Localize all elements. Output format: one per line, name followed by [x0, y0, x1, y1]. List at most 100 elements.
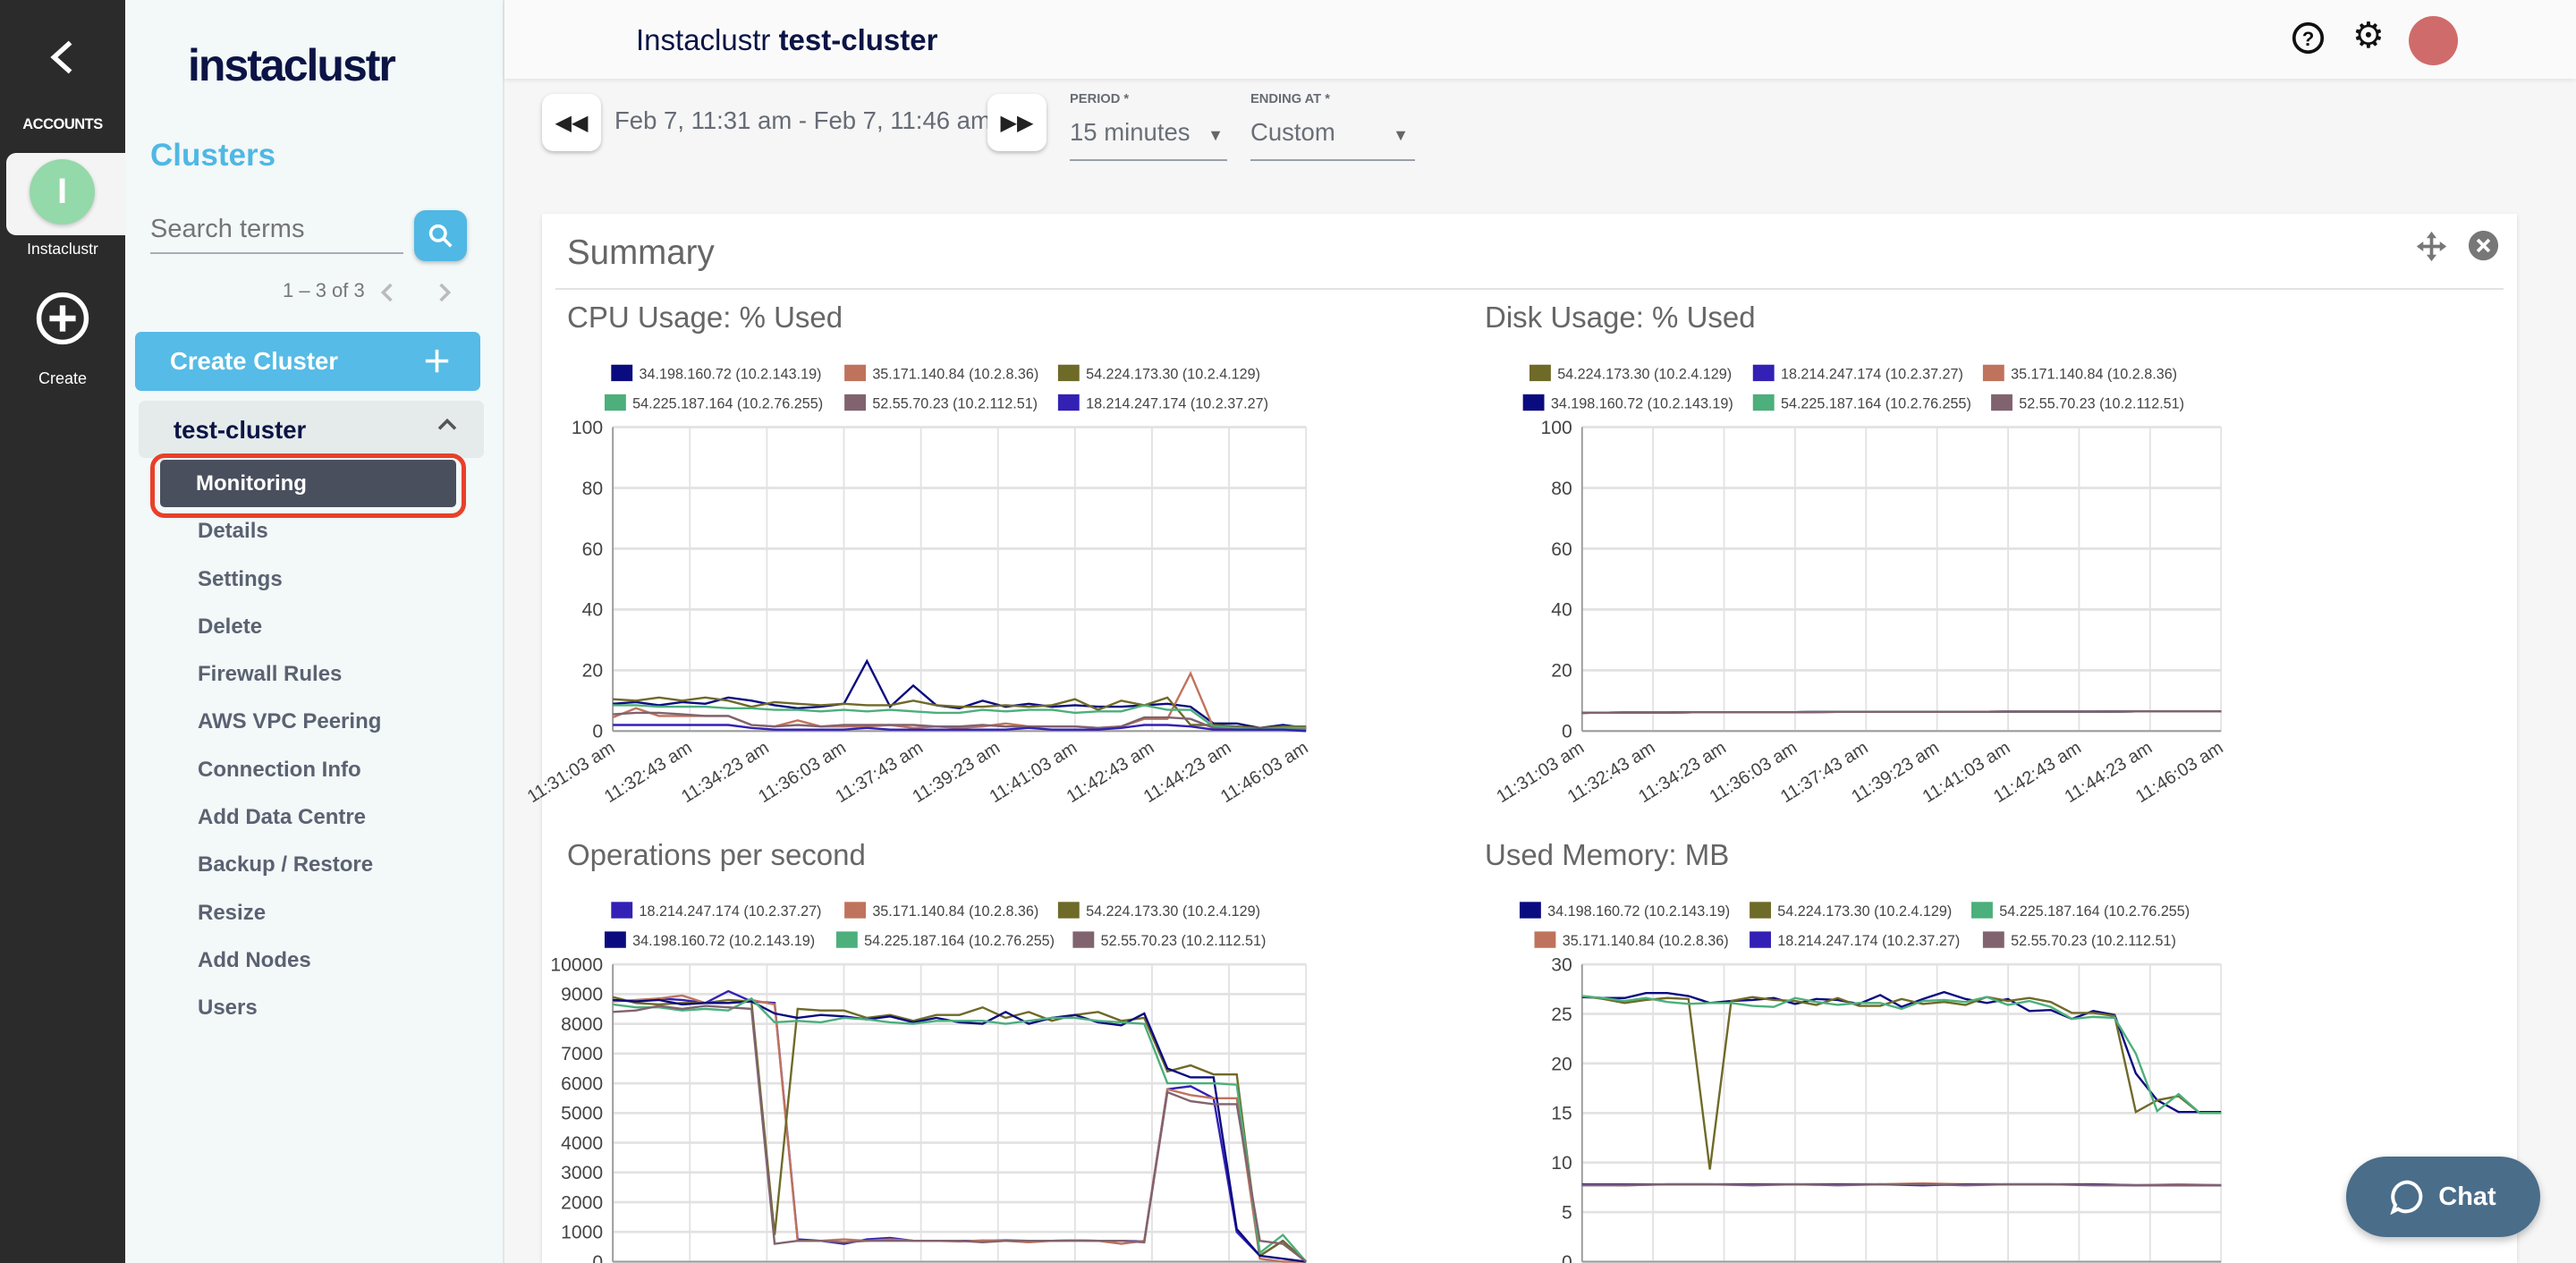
legend-item[interactable]: 54.224.173.30 (10.2.4.129): [1750, 902, 1952, 920]
legend-swatch: [1982, 364, 2004, 382]
sidebar-item-connection-info[interactable]: Connection Info: [198, 758, 361, 782]
search-input[interactable]: [150, 207, 403, 254]
legend-item[interactable]: 34.198.160.72 (10.2.143.19): [1522, 394, 1733, 412]
legend-item[interactable]: 34.198.160.72 (10.2.143.19): [1519, 902, 1730, 920]
create-label[interactable]: Create: [38, 369, 88, 387]
create-cluster-button[interactable]: Create Cluster: [135, 332, 480, 391]
sidebar-item-settings[interactable]: Settings: [198, 567, 283, 591]
account-tile[interactable]: I: [6, 153, 125, 235]
y-tick-label: 8000: [561, 1014, 603, 1035]
legend-item[interactable]: 18.214.247.174 (10.2.37.27): [1057, 394, 1268, 412]
legend-label: 18.214.247.174 (10.2.37.27): [1777, 933, 1960, 949]
legend-swatch: [1057, 394, 1080, 411]
help-icon[interactable]: ?: [2292, 21, 2325, 55]
sidebar-item-delete[interactable]: Delete: [198, 615, 263, 639]
previous-period-button[interactable]: ◀◀: [542, 94, 601, 151]
legend-swatch: [1057, 364, 1080, 382]
y-tick-label: 3000: [561, 1163, 603, 1183]
sidebar-item-firewall-rules[interactable]: Firewall Rules: [198, 662, 343, 686]
chevron-up-icon[interactable]: [436, 416, 459, 432]
legend-swatch: [1752, 364, 1775, 382]
legend-item[interactable]: 54.225.187.164 (10.2.76.255): [604, 394, 823, 412]
legend-label: 54.224.173.30 (10.2.4.129): [1557, 366, 1732, 382]
close-icon[interactable]: [2468, 230, 2499, 261]
pagination-text: 1 – 3 of 3: [283, 279, 365, 301]
legend-item[interactable]: 52.55.70.23 (10.2.112.51): [1982, 931, 2176, 949]
legend-item[interactable]: 18.214.247.174 (10.2.37.27): [1750, 931, 1960, 949]
next-period-button[interactable]: ▶▶: [987, 94, 1046, 151]
legend-item[interactable]: 54.224.173.30 (10.2.4.129): [1529, 364, 1732, 383]
fast-forward-icon: ▶▶: [1000, 110, 1034, 135]
memory-chart-title: Used Memory: MB: [1485, 838, 1730, 871]
back-chevron-icon[interactable]: [47, 39, 77, 75]
ops-chart-title: Operations per second: [567, 838, 866, 871]
cluster-sidebar: instaclustr Clusters 1 – 3 of 3 Create C…: [125, 0, 504, 1263]
sidebar-item-add-nodes[interactable]: Add Nodes: [198, 948, 311, 972]
legend-item[interactable]: 54.224.173.30 (10.2.4.129): [1057, 364, 1260, 383]
legend-swatch: [1750, 931, 1771, 948]
sidebar-item-aws-vpc-peering[interactable]: AWS VPC Peering: [198, 709, 382, 733]
page-title: Instaclustr test-cluster: [636, 23, 937, 57]
chat-bubble-icon: [2390, 1180, 2423, 1215]
series-line: [613, 998, 1307, 1263]
series-line: [613, 711, 1307, 731]
legend-item[interactable]: 34.198.160.72 (10.2.143.19): [604, 931, 815, 949]
search-icon: [428, 224, 453, 248]
period-label: PERIOD *: [1070, 92, 1130, 106]
legend-item[interactable]: 54.225.187.164 (10.2.76.255): [1752, 394, 1971, 412]
plus-circle-icon[interactable]: [35, 291, 90, 346]
legend-item[interactable]: 18.214.247.174 (10.2.37.27): [611, 902, 821, 920]
y-tick-label: 60: [582, 539, 603, 560]
cluster-header-test-cluster[interactable]: test-cluster: [139, 401, 484, 458]
y-tick-label: 30: [1551, 954, 1572, 975]
prev-page-icon[interactable]: [378, 281, 394, 304]
user-avatar[interactable]: [2409, 16, 2458, 65]
legend-label: 52.55.70.23 (10.2.112.51): [872, 395, 1038, 411]
series-line: [1581, 710, 2222, 715]
ending-at-value: Custom: [1250, 118, 1335, 146]
legend-label: 18.214.247.174 (10.2.37.27): [1086, 395, 1268, 411]
legend-item[interactable]: 52.55.70.23 (10.2.112.51): [1991, 394, 2184, 412]
ending-at-select[interactable]: Custom ▼: [1250, 118, 1415, 161]
sidebar-item-monitoring[interactable]: Monitoring: [160, 460, 456, 507]
legend-item[interactable]: 52.55.70.23 (10.2.112.51): [1072, 931, 1266, 949]
legend-item[interactable]: 35.171.140.84 (10.2.8.36): [1534, 931, 1729, 949]
legend-label: 52.55.70.23 (10.2.112.51): [2019, 395, 2184, 411]
series-line: [612, 996, 1308, 1263]
sidebar-item-users[interactable]: Users: [198, 996, 258, 1020]
legend-item[interactable]: 54.225.187.164 (10.2.76.255): [1971, 902, 2190, 920]
sidebar-item-add-data-centre[interactable]: Add Data Centre: [198, 805, 367, 829]
legend-item[interactable]: 18.214.247.174 (10.2.37.27): [1752, 364, 1963, 383]
period-select[interactable]: 15 minutes ▼: [1070, 118, 1227, 161]
sidebar-item-backup-restore[interactable]: Backup / Restore: [198, 852, 374, 877]
legend-item[interactable]: 52.55.70.23 (10.2.112.51): [844, 394, 1038, 412]
legend-swatch: [1057, 902, 1080, 919]
move-icon[interactable]: [2415, 230, 2448, 263]
series-line: [613, 989, 1308, 1263]
y-tick-label: 5000: [561, 1104, 603, 1124]
y-tick-label: 0: [1562, 722, 1572, 742]
sidebar-item-details[interactable]: Details: [198, 519, 268, 543]
search-button[interactable]: [414, 210, 467, 261]
y-tick-label: 4000: [561, 1133, 603, 1154]
legend-item[interactable]: 54.225.187.164 (10.2.76.255): [835, 931, 1055, 949]
next-page-icon[interactable]: [437, 281, 453, 304]
series-line: [1581, 1182, 2222, 1187]
settings-gear-icon[interactable]: ⚙: [2352, 16, 2385, 55]
legend-item[interactable]: 35.171.140.84 (10.2.8.36): [844, 364, 1038, 383]
legend-item[interactable]: 54.224.173.30 (10.2.4.129): [1057, 902, 1260, 920]
rewind-icon: ◀◀: [555, 110, 589, 135]
legend-label: 54.224.173.30 (10.2.4.129): [1086, 903, 1260, 920]
sidebar-item-resize[interactable]: Resize: [198, 901, 267, 925]
legend-item[interactable]: 35.171.140.84 (10.2.8.36): [1982, 364, 2177, 383]
legend-item[interactable]: 34.198.160.72 (10.2.143.19): [611, 364, 821, 383]
legend-swatch: [844, 364, 866, 382]
chat-button[interactable]: Chat: [2346, 1157, 2540, 1237]
legend-item[interactable]: 35.171.140.84 (10.2.8.36): [844, 902, 1038, 920]
legend-swatch: [1522, 394, 1545, 411]
legend-label: 35.171.140.84 (10.2.8.36): [872, 903, 1038, 920]
y-tick-label: 0: [592, 722, 603, 742]
y-tick-label: 80: [1551, 479, 1572, 499]
y-tick-label: 0: [1562, 1252, 1572, 1263]
